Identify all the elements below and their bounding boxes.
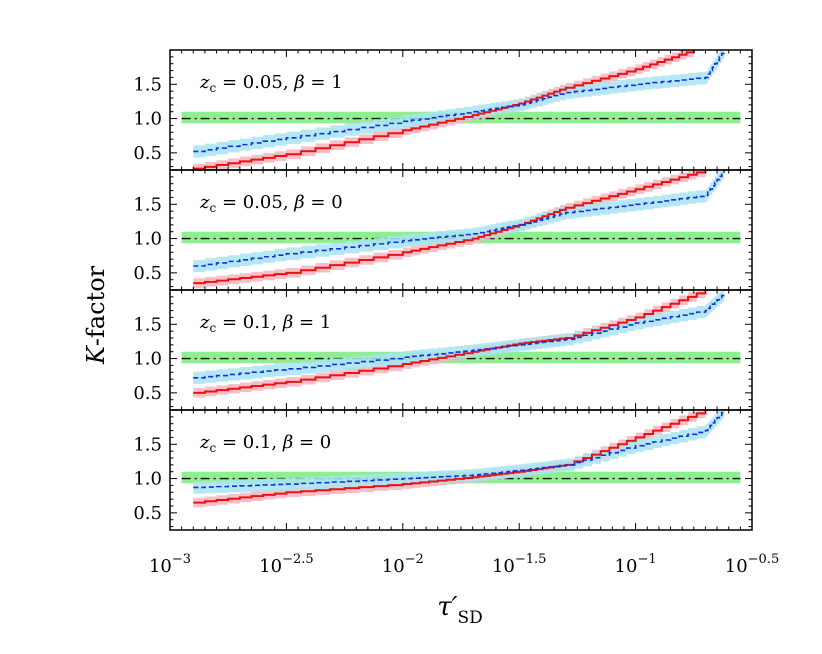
panel-label-beta: β xyxy=(282,432,293,453)
panel-plot-area xyxy=(181,50,741,170)
panel-label-betavalue: = 0 xyxy=(305,192,343,213)
panel-label-zvalue: = 0.05, xyxy=(216,72,294,93)
x-tick-exponent: −0.5 xyxy=(748,552,780,567)
panel-plot-area xyxy=(181,410,741,508)
y-tick-label: 1.5 xyxy=(133,74,162,95)
red-series-line xyxy=(193,50,695,170)
y-tick-label: 1.0 xyxy=(133,109,162,130)
red-uncertainty-band xyxy=(193,290,706,398)
red-series-line xyxy=(193,170,707,285)
red-uncertainty-band xyxy=(193,50,694,170)
x-tick-exponent: −2.5 xyxy=(282,552,314,567)
blue-uncertainty-band xyxy=(193,290,725,384)
red-series-line xyxy=(193,290,707,394)
x-tick-label: 10−1 xyxy=(615,552,657,577)
panel-label: zc = 0.1, β = 0 xyxy=(199,432,331,455)
panel-label: zc = 0.05, β = 0 xyxy=(199,192,343,215)
panel-label-zsub: c xyxy=(209,441,216,455)
y-tick-label: 1.5 xyxy=(133,434,162,455)
panel-label-betavalue: = 1 xyxy=(305,72,343,93)
blue-series-line xyxy=(193,293,725,379)
x-axis-label: τ′SD xyxy=(437,592,483,628)
x-tick-label: 10−2.5 xyxy=(259,552,313,577)
panel-label-beta: β xyxy=(293,72,304,93)
panel-label-zsub: c xyxy=(209,321,216,335)
blue-uncertainty-band xyxy=(193,50,725,158)
y-tick-label: 0.5 xyxy=(133,503,162,524)
y-tick-label: 1.5 xyxy=(133,194,162,215)
x-axis-label-sub: SD xyxy=(458,608,483,628)
y-tick-label: 1.0 xyxy=(133,469,162,490)
x-tick-labels: 10−3 10−2.5 10−2 10−1.5 10−1 10−0.5 xyxy=(149,552,779,577)
y-tick-label: 1.5 xyxy=(133,314,162,335)
x-tick-base: 10 xyxy=(259,556,282,577)
x-tick-label: 10−3 xyxy=(149,552,191,577)
y-axis-label-rest: -factor xyxy=(82,265,110,346)
x-tick-base: 10 xyxy=(149,556,172,577)
panel-label-zvalue: = 0.05, xyxy=(216,192,294,213)
x-tick-base: 10 xyxy=(615,556,638,577)
x-tick-exponent: −1 xyxy=(637,552,656,567)
x-tick-exponent: −2 xyxy=(405,552,424,567)
panel-label-zvalue: = 0.1, xyxy=(216,312,283,333)
x-tick-label: 10−1.5 xyxy=(492,552,546,577)
x-tick-exponent: −3 xyxy=(172,552,191,567)
panel-3: 0.5 1.0 1.5 zc = 0.1, β = 1 xyxy=(133,289,753,411)
panel-plot-area xyxy=(181,170,741,288)
panel-label: zc = 0.1, β = 1 xyxy=(199,312,331,335)
y-tick-label: 1.0 xyxy=(133,229,162,250)
panel-label-zsub: c xyxy=(209,201,216,215)
panel-label-zvalue: = 0.1, xyxy=(216,432,283,453)
panel-label-z: z xyxy=(199,312,210,333)
panel-2: 0.5 1.0 1.5 zc = 0.05, β = 0 xyxy=(133,169,753,291)
panel-4: 0.5 1.0 1.5 zc = 0.1, β = 0 xyxy=(133,409,753,531)
panels: 0.51.01.5 zc = 0.05, β = 10.51.01.5 zc = 0… xyxy=(133,49,753,531)
panel-label-beta: β xyxy=(282,312,293,333)
panel-label-z: z xyxy=(199,192,210,213)
x-tick-base: 10 xyxy=(382,556,405,577)
y-tick-label: 1.0 xyxy=(133,349,162,370)
panel-label-zsub: c xyxy=(209,81,216,95)
x-tick-label: 10−0.5 xyxy=(725,552,779,577)
red-uncertainty-band xyxy=(193,410,706,508)
red-series-line xyxy=(193,410,707,504)
y-tick-label: 0.5 xyxy=(133,143,162,164)
blue-series-line xyxy=(193,170,725,267)
x-tick-label: 10−2 xyxy=(382,552,424,577)
panel-label-betavalue: = 0 xyxy=(293,432,331,453)
x-tick-exponent: −1.5 xyxy=(515,552,547,567)
panel-label-z: z xyxy=(199,432,210,453)
panel-label-beta: β xyxy=(293,192,304,213)
panel-1: 0.5 1.0 1.5 zc = 0.05, β = 1 xyxy=(133,49,753,171)
panel-label-z: z xyxy=(199,72,210,93)
blue-series-line xyxy=(193,50,725,153)
blue-uncertainty-band xyxy=(193,170,725,273)
x-tick-base: 10 xyxy=(492,556,515,577)
panel-plot-area xyxy=(181,290,741,398)
panel-label: zc = 0.05, β = 1 xyxy=(199,72,343,95)
y-axis-label: K-factor xyxy=(82,265,110,365)
x-axis-label-tau: τ′ xyxy=(437,592,457,622)
y-tick-label: 0.5 xyxy=(133,263,162,284)
panel-label-betavalue: = 1 xyxy=(293,312,331,333)
red-uncertainty-band xyxy=(193,170,706,288)
y-tick-label: 0.5 xyxy=(133,383,162,404)
x-tick-base: 10 xyxy=(725,556,748,577)
y-axis-label-k: K xyxy=(82,344,110,365)
